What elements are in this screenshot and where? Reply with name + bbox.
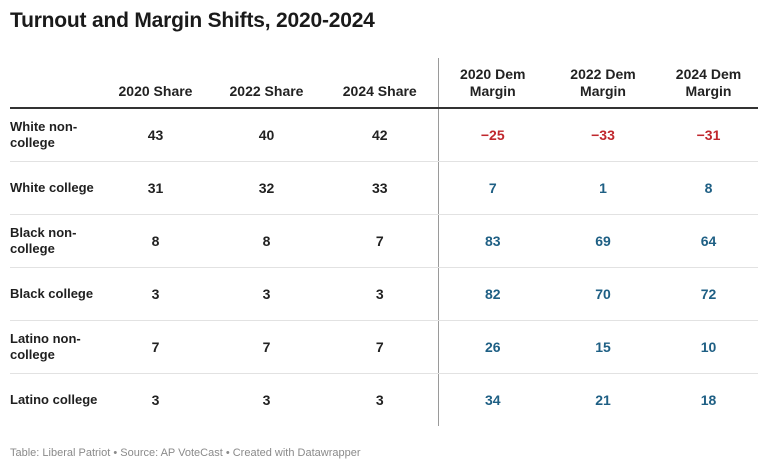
share-cell: 43 bbox=[100, 108, 211, 162]
header-2022-margin: 2022 Dem Margin bbox=[547, 58, 659, 109]
share-cell: 7 bbox=[100, 320, 211, 374]
share-cell: 7 bbox=[322, 320, 438, 374]
margin-cell: 34 bbox=[437, 373, 547, 426]
share-cell: 8 bbox=[100, 214, 211, 268]
share-cell: 3 bbox=[151, 392, 160, 408]
margin-cell: −31 bbox=[659, 108, 758, 162]
margin-cell: 10 bbox=[659, 320, 758, 374]
header-row: 2020 Share 2022 Share 2024 Share 2020 De… bbox=[10, 58, 758, 109]
chart-title: Turnout and Margin Shifts, 2020-2024 bbox=[10, 9, 375, 32]
share-cell: 8 bbox=[211, 214, 322, 268]
margin-cell: 8 bbox=[659, 161, 758, 215]
share-cell: 3 bbox=[100, 267, 211, 321]
margin-cell: −25 bbox=[437, 108, 547, 162]
share-cell: 3 bbox=[211, 267, 322, 321]
share-cell: 42 bbox=[322, 108, 438, 162]
data-table: 2020 Share 2022 Share 2024 Share 2020 De… bbox=[10, 58, 758, 426]
margin-cell: 18 bbox=[700, 392, 717, 408]
header-2020-share: 2020 Share bbox=[100, 58, 211, 109]
row-label: White college bbox=[10, 161, 100, 215]
margin-cell: 1 bbox=[547, 161, 659, 215]
margin-cell: 26 bbox=[437, 320, 547, 374]
table-row: Latino non-college 7 7 7 26 15 10 bbox=[10, 320, 758, 374]
share-cell: 32 bbox=[211, 161, 322, 215]
table-row: White non-college 43 40 42 −25 −33 −31 bbox=[10, 108, 758, 162]
margin-cell: 21 bbox=[595, 392, 611, 408]
header-2020-margin: 2020 Dem Margin bbox=[437, 58, 547, 109]
margin-cell: 72 bbox=[659, 267, 758, 321]
header-2022-share: 2022 Share bbox=[211, 58, 322, 109]
header-label bbox=[10, 58, 100, 109]
header-2024-share: 2024 Share bbox=[322, 58, 438, 109]
share-cell: 7 bbox=[322, 214, 438, 268]
table-row: Latino college 3 3 3 34 21 18 bbox=[10, 373, 758, 426]
margin-cell: 15 bbox=[547, 320, 659, 374]
margin-cell: 69 bbox=[547, 214, 659, 268]
row-label: Latino non-college bbox=[10, 320, 100, 374]
table-row: White college 31 32 33 7 1 8 bbox=[10, 161, 758, 215]
row-label: Black college bbox=[10, 267, 100, 321]
table-row: Black college 3 3 3 82 70 72 bbox=[10, 267, 758, 321]
share-cell: 7 bbox=[211, 320, 322, 374]
share-cell: 40 bbox=[211, 108, 322, 162]
margin-cell: 64 bbox=[659, 214, 758, 268]
share-cell: 33 bbox=[322, 161, 438, 215]
share-cell: 3 bbox=[322, 267, 438, 321]
share-cell: 3 bbox=[375, 392, 384, 408]
row-label: Black non-college bbox=[10, 214, 100, 268]
share-cell: 31 bbox=[100, 161, 211, 215]
margin-cell: 82 bbox=[437, 267, 547, 321]
margin-cell: 83 bbox=[437, 214, 547, 268]
margin-cell: −33 bbox=[547, 108, 659, 162]
source-footer: Table: Liberal Patriot • Source: AP Vote… bbox=[10, 447, 361, 459]
row-label: White non-college bbox=[10, 108, 100, 162]
margin-cell: 7 bbox=[437, 161, 547, 215]
header-2024-margin: 2024 Dem Margin bbox=[659, 58, 758, 109]
row-label: Latino college bbox=[10, 392, 98, 407]
table-row: Black non-college 8 8 7 83 69 64 bbox=[10, 214, 758, 268]
share-cell: 3 bbox=[262, 392, 271, 408]
margin-cell: 70 bbox=[547, 267, 659, 321]
